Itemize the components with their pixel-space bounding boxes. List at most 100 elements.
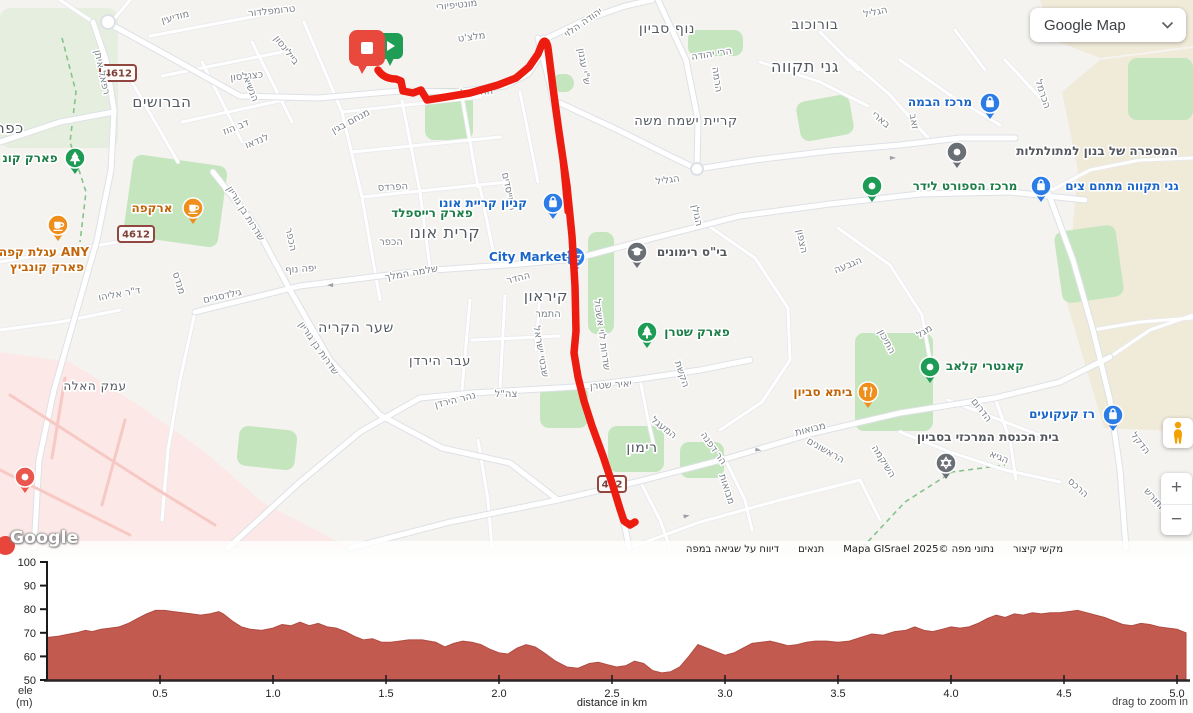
poi-label[interactable]: מרכז הבמה	[906, 93, 973, 110]
svg-text:4612: 4612	[104, 69, 132, 80]
poi-pin-bag[interactable]	[542, 192, 564, 219]
poi-pin-coffee[interactable]	[182, 197, 204, 224]
one-way-arrow-icon: ►	[683, 510, 691, 520]
poi-label[interactable]: עגלת קפה ANY	[0, 243, 91, 260]
park-region	[0, 8, 118, 148]
poi-pin-star[interactable]	[935, 452, 957, 479]
street-label: הגליל	[655, 173, 681, 187]
poi-pin-bag[interactable]	[1030, 175, 1052, 202]
poi-pin-hidden[interactable]	[0, 536, 15, 555]
park-area	[123, 154, 228, 248]
road-minor	[470, 334, 562, 342]
poi-label[interactable]: פארק שטרן	[663, 323, 732, 340]
poi-label[interactable]: ביתא סביון	[792, 383, 854, 400]
park-area	[552, 74, 574, 92]
road-minor	[946, 398, 1054, 442]
poi-pin-coffee[interactable]	[47, 214, 69, 241]
poi-label[interactable]: בי"ס רימונים	[655, 243, 729, 260]
roundabout	[100, 14, 116, 30]
street-label: השיקמה	[869, 443, 898, 480]
street-label: יפה נוף	[285, 263, 317, 276]
street-label: מנדס	[170, 271, 187, 296]
poi-pin-tree[interactable]	[636, 321, 658, 348]
attribution-link[interactable]: דיווח על שגיאה במפה	[685, 543, 780, 555]
poi-label[interactable]: מרכז הספורט לידר	[911, 177, 1019, 194]
road-minor	[460, 298, 472, 392]
road-major	[192, 256, 578, 315]
zoom-out-button[interactable]: −	[1161, 503, 1192, 536]
poi-pin-tree[interactable]	[64, 147, 86, 174]
road-minor	[836, 226, 932, 362]
map-type-selector[interactable]: Google Map	[1030, 8, 1186, 42]
road-major	[540, 0, 655, 43]
road-minor	[58, 0, 95, 24]
drag-to-zoom-hint: drag to zoom in	[1112, 696, 1188, 708]
poi-pin-dot[interactable]	[14, 466, 36, 493]
poi-pin-bag[interactable]	[979, 92, 1001, 119]
road-minor	[360, 180, 510, 199]
poi-pin-dot[interactable]	[919, 356, 941, 383]
road-minor	[898, 58, 1002, 127]
road-minor	[498, 294, 507, 390]
elevation-chart[interactable]: 50 60 70 80 90 100 0.5 1.0 1.5 2.0 2.5 3.0 3.5 4.0 4.5…	[0, 557, 1193, 713]
poi-label[interactable]: פארק קונביץ	[8, 258, 85, 275]
poi-label[interactable]: פארק קונ	[1, 149, 60, 166]
road-minor	[858, 478, 882, 522]
attribution-link[interactable]: תנאים	[798, 543, 825, 555]
y-tick-label: 50	[24, 675, 36, 687]
poi-pin-school[interactable]	[626, 241, 648, 268]
svg-text:4612: 4612	[122, 230, 150, 241]
street-label: הכפר	[379, 237, 403, 248]
road-major	[191, 255, 579, 316]
poi-label[interactable]: המספרה של בנון למתולתלות	[1015, 142, 1180, 159]
pegman-icon	[1174, 421, 1182, 444]
y-tick-label: 60	[24, 651, 36, 663]
x-tick-label: 4.5	[1056, 688, 1071, 700]
zoom-in-button[interactable]: +	[1170, 477, 1183, 499]
poi-label[interactable]: ארקפה	[130, 199, 174, 216]
poi-label[interactable]: בית הכנסת המרכזי בסביון	[915, 428, 1060, 445]
road-minor	[350, 135, 502, 154]
poi-pin-dot[interactable]	[861, 175, 883, 202]
street-label: זאב	[907, 113, 921, 131]
road-minor	[953, 28, 987, 72]
poi-pin-restaurant[interactable]	[857, 381, 879, 408]
poi-label[interactable]: רז קעקועים	[1027, 405, 1096, 422]
road-minor	[160, 50, 284, 78]
x-tick-label: 1.0	[265, 688, 280, 700]
one-way-arrow-icon: ►	[755, 445, 763, 455]
x-tick-label: 3.5	[830, 688, 845, 700]
road-major	[1045, 189, 1129, 551]
road-minor	[130, 80, 180, 164]
road-minor	[340, 110, 364, 199]
attribution-link[interactable]: מקשי קיצור	[1012, 543, 1063, 555]
poi-pin-bag[interactable]	[1102, 404, 1124, 431]
city-label: עמק האלה	[63, 379, 126, 393]
street-label: מודיעין	[160, 9, 190, 27]
poi-label[interactable]: קניון קריית אונו	[437, 194, 528, 211]
park-area	[588, 232, 614, 334]
poi-label[interactable]: גני תקווה מתחם צים	[1064, 177, 1181, 194]
poi-pin-dot[interactable]	[946, 141, 968, 168]
poi-label[interactable]: פארק רייספלד	[390, 204, 475, 221]
route-finish-marker[interactable]	[349, 30, 385, 74]
road-minor	[518, 90, 540, 184]
road-minor	[638, 479, 672, 550]
park-area	[1054, 225, 1124, 303]
map-canvas[interactable]: 4612 4612 412 מודיעין טרומפלדור ביילינסון כצנל…	[0, 0, 1193, 557]
y-tick-label: 80	[24, 604, 36, 616]
poi-label[interactable]: City Market	[487, 248, 569, 265]
street-label: שלמה המלך	[384, 263, 439, 283]
street-label: לנדאו	[244, 132, 271, 151]
google-logo[interactable]: Google	[10, 528, 79, 548]
pegman-control[interactable]	[1163, 418, 1193, 448]
street-label: בארי	[869, 109, 892, 131]
city-label: קיראון	[524, 287, 568, 305]
poi-label[interactable]: קאנטרי קלאב	[944, 357, 1025, 374]
x-tick-label: 2.0	[491, 688, 506, 700]
street-label: שבטי ישראל	[531, 325, 551, 378]
road-minor	[160, 310, 197, 522]
road-minor	[627, 478, 862, 550]
road-minor	[534, 291, 542, 352]
street-label: התמר	[535, 309, 561, 320]
